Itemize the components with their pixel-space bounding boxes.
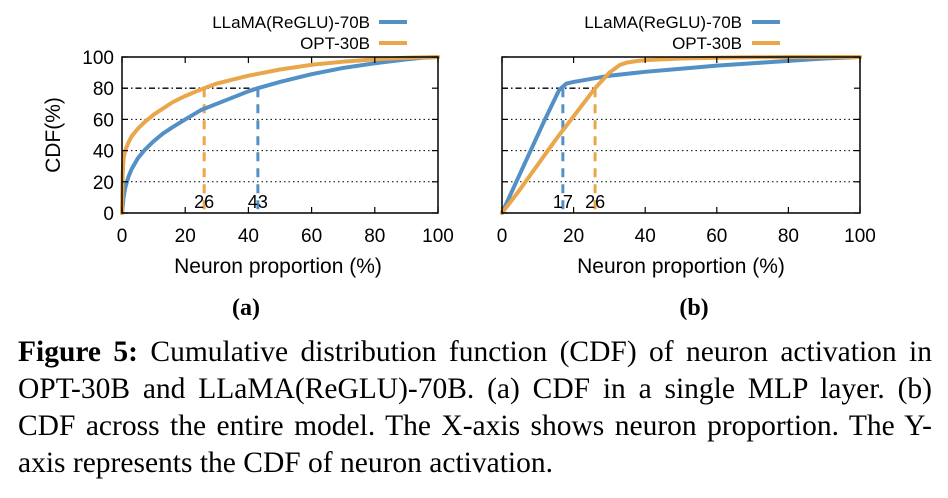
caption-text: Cumulative distribution function (CDF) o… — [18, 336, 933, 479]
caption-label: Figure 5: — [18, 336, 139, 368]
x-tick-label: 20 — [563, 226, 584, 247]
legend-label-llama-reglu-70b: LLaMA(ReGLU)-70B — [584, 13, 742, 32]
series-line-opt-30b — [500, 55, 862, 215]
legend-label-opt-30b: OPT-30B — [300, 34, 370, 53]
x-axis-label: Neuron proportion (%) — [577, 255, 785, 278]
panel-a: 26 43 0 20 40 60 80 100 0 20 40 60 80 100 Neuron propo… — [42, 13, 454, 321]
x-tick-label: 80 — [364, 226, 385, 247]
series-line-llama-reglu-70b — [500, 55, 862, 215]
y-tick-label: 100 — [82, 48, 114, 69]
x-tick-label: 60 — [301, 226, 322, 247]
annotation-label-26: 26 — [585, 192, 605, 212]
y-tick-label: 20 — [93, 173, 114, 194]
x-tick-label: 0 — [497, 226, 508, 247]
series-line-opt-30b — [120, 55, 440, 215]
x-tick-label: 100 — [844, 226, 876, 247]
x-tick-label: 40 — [238, 226, 259, 247]
x-tick-label: 60 — [706, 226, 727, 247]
series-line-llama-reglu-70b — [120, 55, 440, 215]
x-tick-label: 20 — [175, 226, 196, 247]
panel-label: (a) — [232, 295, 260, 321]
annotation-label-26: 26 — [194, 192, 214, 212]
x-axis-label: Neuron proportion (%) — [174, 255, 382, 278]
y-tick-label: 60 — [93, 110, 114, 131]
figure-caption: Figure 5: Cumulative distribution functi… — [18, 334, 932, 482]
panel-label: (b) — [679, 295, 708, 321]
x-tick-label: 40 — [635, 226, 656, 247]
y-axis-label: CDF(%) — [42, 97, 65, 173]
y-tick-label: 0 — [103, 204, 114, 225]
x-tick-label: 0 — [117, 226, 128, 247]
panel-b: 17 26 0 20 40 60 80 100 Neuron proportion (%) LLa… — [497, 13, 876, 321]
legend-label-llama-reglu-70b: LLaMA(ReGLU)-70B — [212, 13, 370, 32]
y-tick-label: 80 — [93, 79, 114, 100]
x-tick-label: 80 — [778, 226, 799, 247]
legend-label-opt-30b: OPT-30B — [672, 34, 742, 53]
x-tick-label: 100 — [422, 226, 454, 247]
y-tick-label: 40 — [93, 142, 114, 163]
plot-frame — [121, 56, 439, 214]
plot-frame — [501, 56, 861, 214]
annotation-label-17: 17 — [553, 192, 573, 212]
annotation-label-43: 43 — [248, 192, 268, 212]
